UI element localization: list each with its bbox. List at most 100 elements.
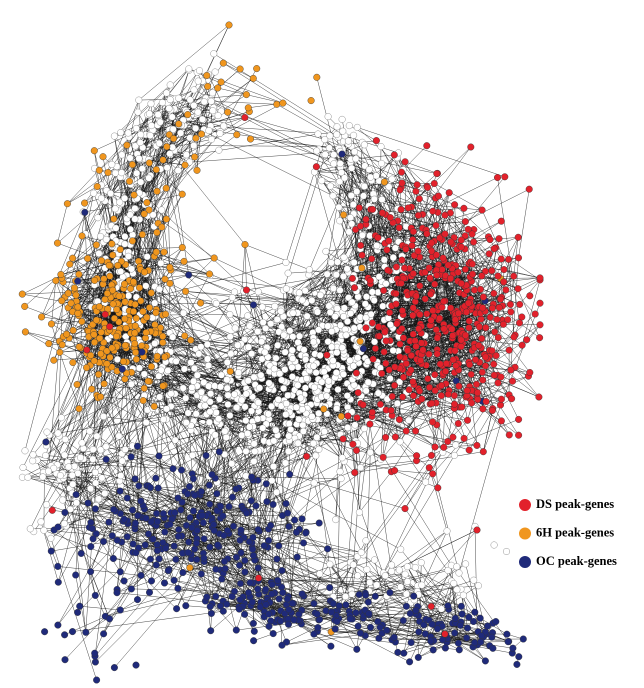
- node: [422, 478, 430, 486]
- node: [428, 239, 436, 247]
- node: [249, 545, 257, 553]
- node: [492, 618, 500, 626]
- node: [419, 346, 427, 354]
- node: [324, 113, 332, 121]
- node: [334, 258, 342, 266]
- node: [63, 200, 71, 208]
- node: [303, 312, 311, 320]
- node: [297, 394, 305, 402]
- node: [258, 303, 266, 311]
- node: [84, 499, 92, 507]
- node: [243, 430, 251, 438]
- node: [262, 480, 270, 488]
- node: [434, 625, 442, 633]
- node: [69, 254, 77, 262]
- node: [298, 515, 306, 523]
- node: [262, 324, 270, 332]
- node: [91, 649, 99, 657]
- node: [52, 277, 60, 285]
- node: [441, 630, 449, 638]
- node: [380, 178, 388, 186]
- node: [490, 245, 498, 253]
- node: [153, 547, 161, 555]
- node: [336, 160, 344, 168]
- node: [371, 338, 379, 346]
- node: [360, 182, 368, 190]
- node: [412, 292, 420, 300]
- node: [494, 173, 502, 181]
- node: [126, 225, 134, 233]
- node: [448, 325, 456, 333]
- node: [228, 460, 236, 468]
- node: [200, 378, 208, 386]
- node: [124, 129, 132, 137]
- node: [309, 439, 317, 447]
- node: [202, 452, 210, 460]
- node: [78, 232, 86, 240]
- node: [335, 203, 343, 211]
- node: [234, 341, 242, 349]
- node: [242, 286, 250, 294]
- node: [414, 211, 422, 219]
- node: [491, 328, 499, 336]
- node: [525, 185, 533, 193]
- node: [190, 142, 198, 150]
- node: [320, 428, 328, 436]
- node: [136, 138, 144, 146]
- node: [47, 547, 55, 555]
- node: [352, 369, 360, 377]
- node: [278, 376, 286, 384]
- node: [153, 518, 161, 526]
- node: [173, 605, 181, 613]
- node: [127, 453, 135, 461]
- node: [83, 346, 91, 354]
- node: [409, 311, 417, 319]
- node: [102, 443, 110, 451]
- node: [294, 381, 302, 389]
- node: [166, 520, 174, 528]
- node: [468, 260, 476, 268]
- node: [188, 524, 196, 532]
- node: [396, 378, 404, 386]
- node: [250, 637, 258, 645]
- node: [363, 566, 371, 574]
- node: [436, 360, 444, 368]
- node: [340, 253, 348, 261]
- node: [212, 565, 220, 573]
- node: [91, 658, 99, 666]
- node: [122, 324, 130, 332]
- node: [78, 439, 86, 447]
- node: [354, 622, 362, 630]
- node: [412, 427, 420, 435]
- node: [351, 148, 359, 156]
- node: [401, 264, 409, 272]
- node: [110, 314, 118, 322]
- node: [427, 602, 435, 610]
- node: [121, 233, 129, 241]
- node: [385, 183, 393, 191]
- node: [475, 323, 483, 331]
- node: [388, 567, 396, 575]
- node: [371, 592, 379, 600]
- node: [132, 348, 140, 356]
- node: [179, 384, 187, 392]
- node: [111, 205, 119, 213]
- node: [426, 274, 434, 282]
- node: [161, 528, 169, 536]
- node: [382, 280, 390, 288]
- node: [295, 415, 303, 423]
- node: [233, 404, 241, 412]
- node: [377, 142, 385, 150]
- node: [489, 644, 497, 652]
- node: [436, 314, 444, 322]
- node: [131, 519, 139, 527]
- node: [54, 239, 62, 247]
- node: [184, 549, 192, 557]
- node: [95, 495, 103, 503]
- node: [100, 630, 108, 638]
- node: [292, 403, 300, 411]
- node: [135, 482, 143, 490]
- node: [231, 324, 239, 332]
- node: [115, 432, 123, 440]
- node: [490, 541, 498, 549]
